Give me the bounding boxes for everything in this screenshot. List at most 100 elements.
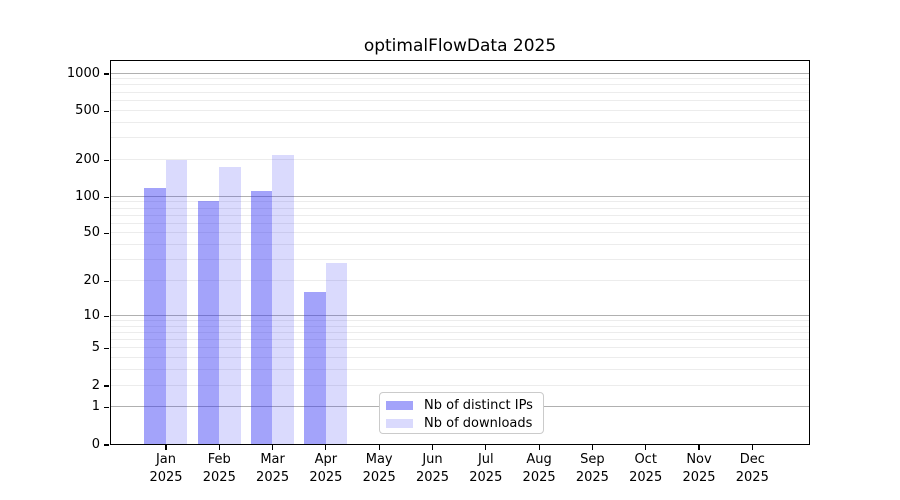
x-tick-year: 2025	[202, 470, 236, 485]
y-tick-label: 100	[75, 188, 100, 204]
legend-label-downloads: Nb of downloads	[424, 415, 533, 431]
x-tick-month: Jul	[477, 452, 494, 467]
gridline-minor	[111, 232, 809, 234]
x-tick-mark	[272, 445, 274, 450]
chart-title: optimalFlowData 2025	[363, 36, 557, 56]
x-tick-month: Jan	[155, 452, 177, 467]
gridline-major	[111, 195, 809, 197]
y-tick-label: 500	[75, 102, 100, 118]
x-tick-mark	[751, 445, 753, 450]
legend: Nb of distinct IPs Nb of downloads	[379, 392, 544, 434]
x-tick-year: 2025	[362, 470, 396, 485]
legend-item-distinct-ips: Nb of distinct IPs	[380, 396, 543, 414]
x-tick-mark	[538, 445, 540, 450]
gridline-minor	[111, 109, 809, 111]
gridline-minor	[111, 99, 809, 101]
bar-downloads-apr	[325, 263, 348, 444]
x-tick-label-dec: Dec 2025	[720, 451, 784, 487]
y-tick-mark	[104, 73, 109, 75]
x-tick-mark	[431, 445, 434, 450]
gridline-minor	[111, 280, 809, 282]
x-tick-mark	[591, 445, 593, 450]
y-tick-label: 50	[83, 225, 100, 241]
legend-label-distinct-ips: Nb of distinct IPs	[424, 397, 533, 413]
gridline-minor	[111, 214, 809, 216]
x-tick-label-apr: Apr 2025	[294, 451, 358, 487]
x-tick-label-mar: Mar 2025	[241, 451, 305, 487]
x-tick-year: 2025	[149, 470, 183, 485]
x-tick-label-feb: Feb 2025	[187, 451, 251, 487]
gridline-minor	[111, 259, 809, 261]
gridline-minor	[111, 158, 809, 160]
x-tick-year: 2025	[522, 470, 556, 485]
plot-area	[110, 60, 810, 445]
x-tick-label-may: May 2025	[347, 451, 411, 487]
x-tick-label-sep: Sep 2025	[560, 451, 624, 487]
y-tick-label: 1	[91, 399, 100, 415]
y-tick-mark	[104, 385, 109, 387]
x-tick-month: Feb	[207, 452, 231, 467]
gridline-minor	[111, 369, 809, 371]
gridline-minor	[111, 384, 809, 386]
y-tick-mark	[104, 196, 109, 198]
legend-swatch-distinct-ips	[386, 400, 413, 410]
x-tick-year: 2025	[575, 470, 609, 485]
bar-distinct-ips-feb	[197, 200, 220, 444]
x-tick-year: 2025	[256, 470, 290, 485]
y-tick-mark	[104, 280, 109, 283]
bar-distinct-ips-apr	[304, 291, 326, 444]
gridline-minor	[111, 84, 809, 86]
x-tick-mark	[218, 445, 220, 450]
gridline-minor	[111, 121, 809, 123]
gridline-major	[111, 314, 809, 316]
x-tick-month: Dec	[739, 452, 765, 467]
x-tick-label-jul: Jul 2025	[454, 451, 518, 487]
x-tick-label-oct: Oct 2025	[614, 451, 678, 487]
y-tick-mark	[104, 159, 109, 161]
gridline-major	[111, 72, 809, 74]
y-tick-label: 5	[91, 340, 100, 356]
y-tick-label: 2	[91, 377, 100, 393]
bar-downloads-jan	[165, 160, 188, 444]
x-tick-label-jun: Jun 2025	[401, 451, 465, 487]
x-tick-month: Jun	[422, 452, 443, 467]
y-tick-mark	[104, 348, 109, 350]
bar-distinct-ips-jan	[144, 188, 166, 444]
legend-swatch-downloads	[386, 418, 413, 428]
y-tick-label: 20	[83, 273, 100, 288]
y-tick-mark	[104, 444, 109, 446]
y-tick-label: 1000	[66, 65, 100, 81]
gridline-minor	[111, 222, 809, 224]
gridline-minor	[111, 339, 809, 341]
x-tick-month: Mar	[260, 452, 285, 467]
x-tick-month: Aug	[526, 452, 552, 467]
x-tick-mark	[325, 445, 327, 450]
x-tick-month: Sep	[580, 452, 605, 467]
x-tick-year: 2025	[309, 470, 343, 485]
x-tick-year: 2025	[629, 470, 663, 485]
y-tick-mark	[104, 407, 109, 409]
gridline-minor	[111, 331, 809, 333]
y-tick-label: 0	[91, 436, 100, 452]
x-tick-mark	[378, 445, 380, 450]
x-tick-mark	[645, 445, 647, 450]
y-tick-label: 200	[75, 151, 100, 167]
x-tick-year: 2025	[735, 470, 769, 485]
gridline-minor	[111, 207, 809, 209]
y-tick-label: 10	[83, 307, 100, 323]
y-tick-mark	[104, 315, 109, 317]
gridline-minor	[111, 201, 809, 203]
legend-item-downloads: Nb of downloads	[380, 414, 543, 432]
bar-distinct-ips-mar	[250, 190, 273, 444]
bar-downloads-feb	[219, 167, 241, 444]
x-tick-label-nov: Nov 2025	[667, 451, 731, 487]
gridline-minor	[111, 244, 809, 246]
x-tick-month: Nov	[686, 452, 712, 467]
gridline-minor	[111, 78, 809, 80]
x-tick-label-jan: Jan 2025	[134, 451, 198, 487]
y-tick-mark	[104, 110, 109, 112]
gridline-minor	[111, 319, 809, 321]
gridline-minor	[111, 91, 809, 93]
y-tick-mark	[104, 233, 109, 235]
